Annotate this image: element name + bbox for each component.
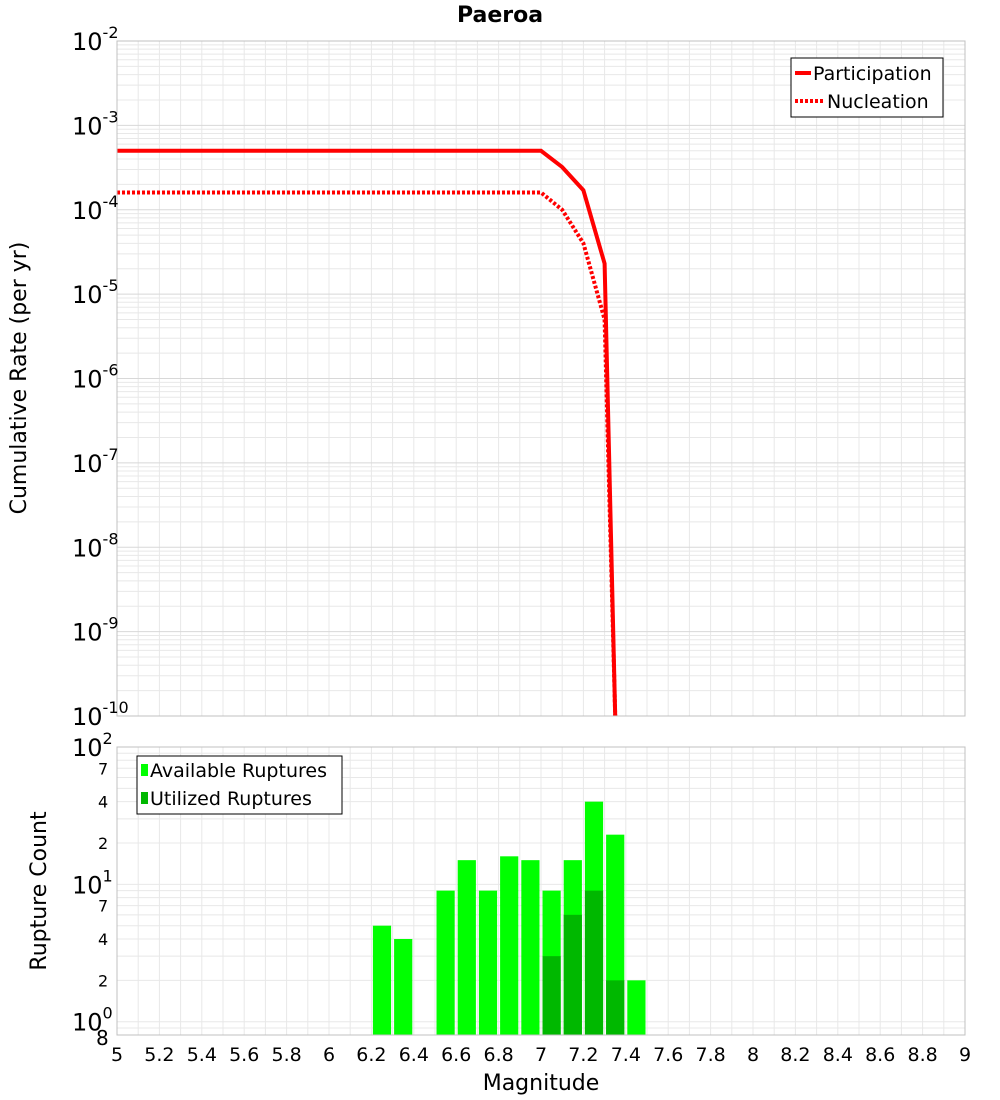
x-tick-label: 6 — [323, 1044, 335, 1066]
x-tick-label: 8.6 — [865, 1044, 895, 1066]
top-y-tick-label: 10-4 — [72, 192, 119, 225]
utilized-bar — [606, 980, 625, 1035]
top-panel-y-axis-label: Cumulative Rate (per yr) — [7, 242, 32, 515]
x-tick-label: 6.4 — [399, 1044, 429, 1066]
x-tick-label: 6.8 — [483, 1044, 513, 1066]
bottom-panel-bars — [372, 801, 646, 1035]
x-tick-label: 7.2 — [568, 1044, 598, 1066]
top-panel-series — [117, 148, 618, 717]
legend-utilized-swatch — [141, 792, 148, 804]
utilized-bar — [584, 890, 604, 1035]
bottom-legend-box — [136, 755, 343, 815]
bottom-y-minor-tick-label: 7 — [98, 759, 108, 778]
x-tick-label: 8.4 — [823, 1044, 853, 1066]
x-tick-label: 5.4 — [187, 1044, 217, 1066]
x-tick-label: 5.8 — [271, 1044, 301, 1066]
x-tick-label: 5.6 — [229, 1044, 259, 1066]
legend-participation-label: Participation — [813, 63, 932, 85]
x-tick-label: 5 — [111, 1044, 123, 1066]
top-y-tick-label: 10-2 — [72, 23, 119, 56]
bottom-y-minor-tick-label: 4 — [98, 930, 108, 949]
x-tick-label: 8.2 — [780, 1044, 810, 1066]
top-y-tick-label: 10-5 — [72, 276, 119, 309]
top-panel-y-tick-labels: 10-2 10-3 10-4 10-5 10-6 10-7 10-8 10-9 10-10 — [72, 23, 129, 731]
top-y-tick-label: 10-10 — [72, 698, 129, 731]
top-y-tick-label: 10-6 — [72, 361, 119, 394]
bottom-y-minor-tick-label: 7 — [98, 897, 108, 916]
bottom-panel: 102 101 100 7 4 2 7 4 2 8 Rupture Count Available… — [27, 729, 966, 1050]
top-y-tick-label: 10-3 — [72, 107, 119, 140]
chart-title: Paeroa — [457, 3, 543, 28]
top-panel: 10-2 10-3 10-4 10-5 10-6 10-7 10-8 10-9 10-10 Cu… — [7, 23, 966, 731]
x-axis-tick-labels: 5 5.2 5.4 5.6 5.8 6 6.2 6.4 6.6 6.8 7 7.2 7.4 7.6 7.8 8… — [111, 1044, 971, 1066]
series-line-nucleation — [117, 190, 618, 717]
bottom-y-minor-tick-label: 4 — [98, 793, 108, 812]
bottom-y-minor-tick-label: 2 — [98, 834, 108, 853]
available-bar — [436, 890, 455, 1035]
utilized-bar — [542, 956, 561, 1035]
available-bar — [457, 860, 476, 1035]
legend-available-swatch — [141, 764, 148, 776]
legend-nucleation-label: Nucleation — [827, 91, 929, 113]
bottom-y-major-tick-label: 102 — [72, 729, 113, 762]
x-tick-label: 7.4 — [611, 1044, 641, 1066]
top-y-tick-label: 10-8 — [72, 529, 119, 562]
top-panel-grid — [116, 41, 966, 717]
x-tick-label: 9 — [959, 1044, 971, 1066]
series-line-participation — [117, 148, 618, 717]
bottom-y-minor-tick-label: 2 — [98, 971, 108, 990]
top-y-tick-label: 10-7 — [72, 445, 119, 478]
x-tick-label: 7.8 — [695, 1044, 725, 1066]
available-bar — [500, 856, 519, 1035]
x-tick-label: 7 — [535, 1044, 547, 1066]
top-legend: Participation Nucleation — [790, 57, 944, 118]
available-bar — [627, 980, 646, 1035]
x-tick-label: 6.2 — [356, 1044, 386, 1066]
available-bar — [372, 925, 392, 1035]
x-tick-label: 8 — [747, 1044, 759, 1066]
x-tick-label: 5.2 — [144, 1044, 174, 1066]
x-tick-label: 8.8 — [907, 1044, 937, 1066]
bottom-y-minor-tick-label: 8 — [96, 1026, 109, 1050]
bottom-y-major-tick-label: 100 — [72, 1004, 113, 1037]
top-y-tick-label: 10-9 — [72, 614, 119, 647]
available-bar — [521, 860, 540, 1035]
legend-utilized-label: Utilized Ruptures — [150, 788, 312, 810]
available-bar — [394, 939, 413, 1035]
top-panel-frame — [116, 40, 966, 717]
bottom-legend: Available Ruptures Utilized Ruptures — [136, 755, 343, 815]
legend-available-label: Available Ruptures — [150, 760, 327, 782]
bottom-y-major-tick-label: 101 — [72, 866, 113, 899]
bottom-panel-y-axis-label: Rupture Count — [27, 811, 52, 971]
bottom-panel-y-tick-labels: 102 101 100 7 4 2 7 4 2 8 — [72, 729, 113, 1050]
x-axis-label: Magnitude — [483, 1071, 600, 1096]
top-legend-box — [790, 57, 944, 118]
x-tick-label: 7.6 — [653, 1044, 683, 1066]
utilized-bar — [563, 914, 582, 1035]
available-bar — [478, 890, 498, 1035]
bottom-panel-frame — [116, 746, 966, 1036]
x-tick-label: 6.6 — [441, 1044, 471, 1066]
